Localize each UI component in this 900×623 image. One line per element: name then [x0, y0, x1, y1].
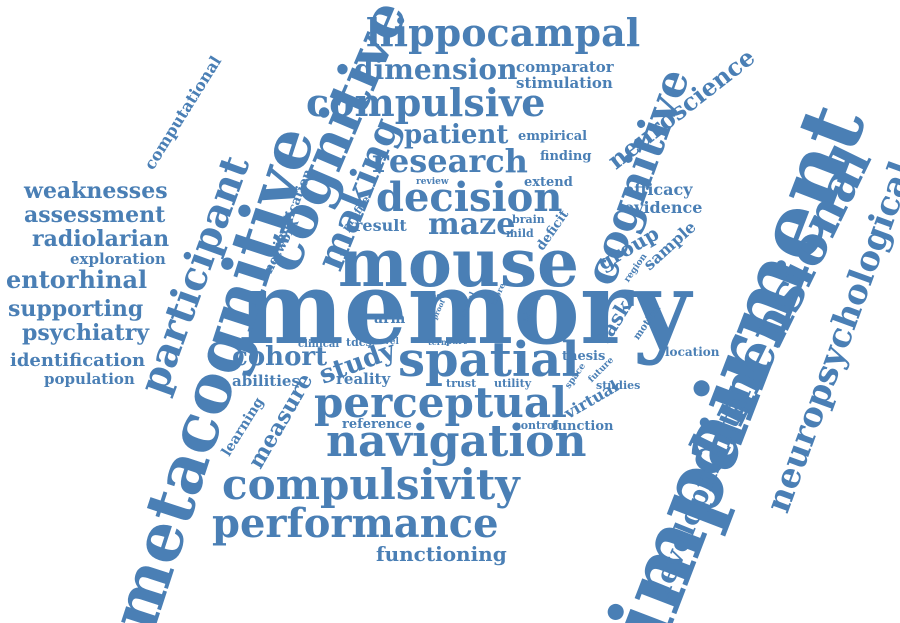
word-patient: patient [404, 120, 509, 150]
word-compulsive: compulsive [306, 80, 546, 125]
word-novel: novel [372, 337, 399, 347]
word-decision: decision [376, 174, 563, 221]
word-finding: finding [540, 149, 592, 164]
word-efficacy: efficacy [624, 180, 693, 199]
word-dimension: dimension [354, 53, 518, 86]
word-abilities: abilities [232, 372, 300, 390]
word-reality: reality [336, 370, 391, 388]
word-studies: studies [596, 379, 641, 392]
word-part: part [446, 337, 468, 347]
word-memory: memory [238, 249, 691, 367]
word-brain: brain [512, 213, 545, 226]
word-evidence: evidence [624, 198, 703, 217]
word-research: research [372, 142, 528, 180]
word-exploration: exploration [70, 250, 166, 268]
word-location: location [665, 345, 720, 359]
word-weaknesses: weaknesses [24, 178, 168, 204]
word-radiolarian: radiolarian [32, 226, 170, 252]
word-thesis: thesis [562, 349, 606, 364]
word-control: control [514, 419, 559, 432]
word-assessment: assessment [24, 202, 166, 228]
word-reference: reference [342, 417, 412, 432]
word-comparator: comparator [516, 58, 614, 76]
word-mouse: mouse [338, 224, 579, 302]
word-review: review [416, 177, 449, 187]
word-function: function [552, 419, 614, 434]
word-tdcs: tdcs [346, 336, 372, 349]
word-performance: performance [212, 500, 499, 547]
word-hippocampal: hippocampal [366, 10, 641, 55]
word-maze: maze [428, 207, 516, 242]
word-navigation: navigation [326, 416, 587, 467]
word-entorhinal: entorhinal [6, 265, 148, 294]
word-population: population [44, 370, 135, 388]
word-cohort: cohort [232, 342, 328, 372]
word-psychiatry: psychiatry [22, 320, 150, 346]
word-compulsivity: compulsivity [222, 460, 520, 509]
word-neuroscience: neuroscience [601, 42, 761, 176]
word-functioning: functioning [376, 542, 507, 566]
word-arm: arm [374, 311, 406, 327]
word-spatial: spatial [398, 332, 580, 388]
word-empirical: empirical [518, 129, 588, 144]
word-identification: identification [10, 350, 146, 371]
word-extend: extend [524, 175, 573, 190]
word-supporting: supporting [8, 296, 144, 322]
word-clinical: clinical [298, 339, 340, 350]
word-trust: trust [446, 377, 477, 390]
word-mild: mild [506, 227, 534, 240]
word-act: act [432, 291, 445, 300]
word-perceptual: perceptual [314, 378, 567, 427]
word-term: term [428, 337, 450, 347]
word-utility: utility [494, 377, 532, 390]
word-result: result [354, 216, 407, 235]
word-stimulation: stimulation [516, 74, 613, 92]
